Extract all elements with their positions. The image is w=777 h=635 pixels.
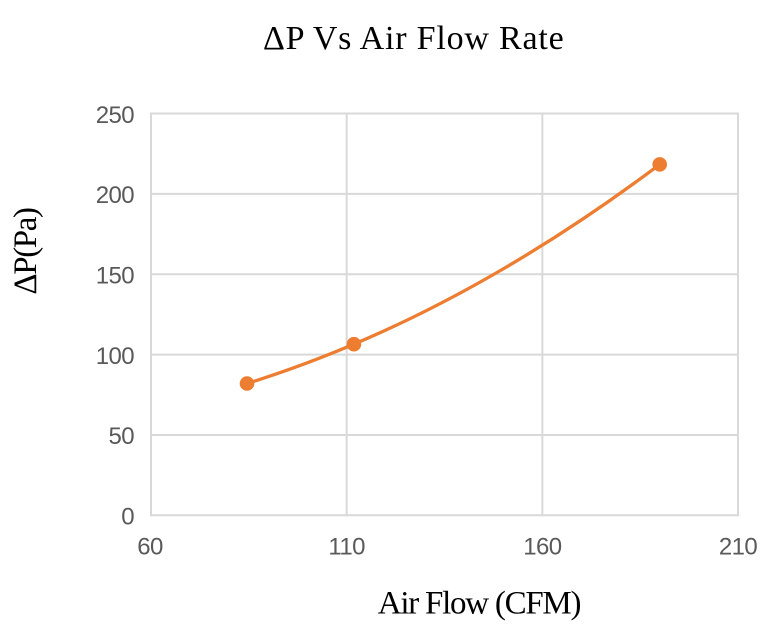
svg-text:ΔP(Pa): ΔP(Pa): [8, 208, 44, 295]
svg-text:250: 250: [96, 102, 134, 129]
svg-text:160: 160: [523, 534, 561, 561]
svg-text:210: 210: [719, 534, 757, 561]
svg-text:50: 50: [109, 423, 135, 450]
svg-text:150: 150: [96, 263, 134, 290]
svg-text:Air Flow (CFM): Air Flow (CFM): [378, 586, 581, 622]
svg-text:ΔP Vs Air Flow Rate: ΔP Vs Air Flow Rate: [263, 20, 565, 57]
svg-text:60: 60: [137, 534, 163, 561]
svg-text:0: 0: [121, 504, 134, 531]
svg-text:200: 200: [96, 182, 134, 209]
svg-text:110: 110: [328, 534, 365, 561]
svg-text:100: 100: [96, 343, 134, 370]
